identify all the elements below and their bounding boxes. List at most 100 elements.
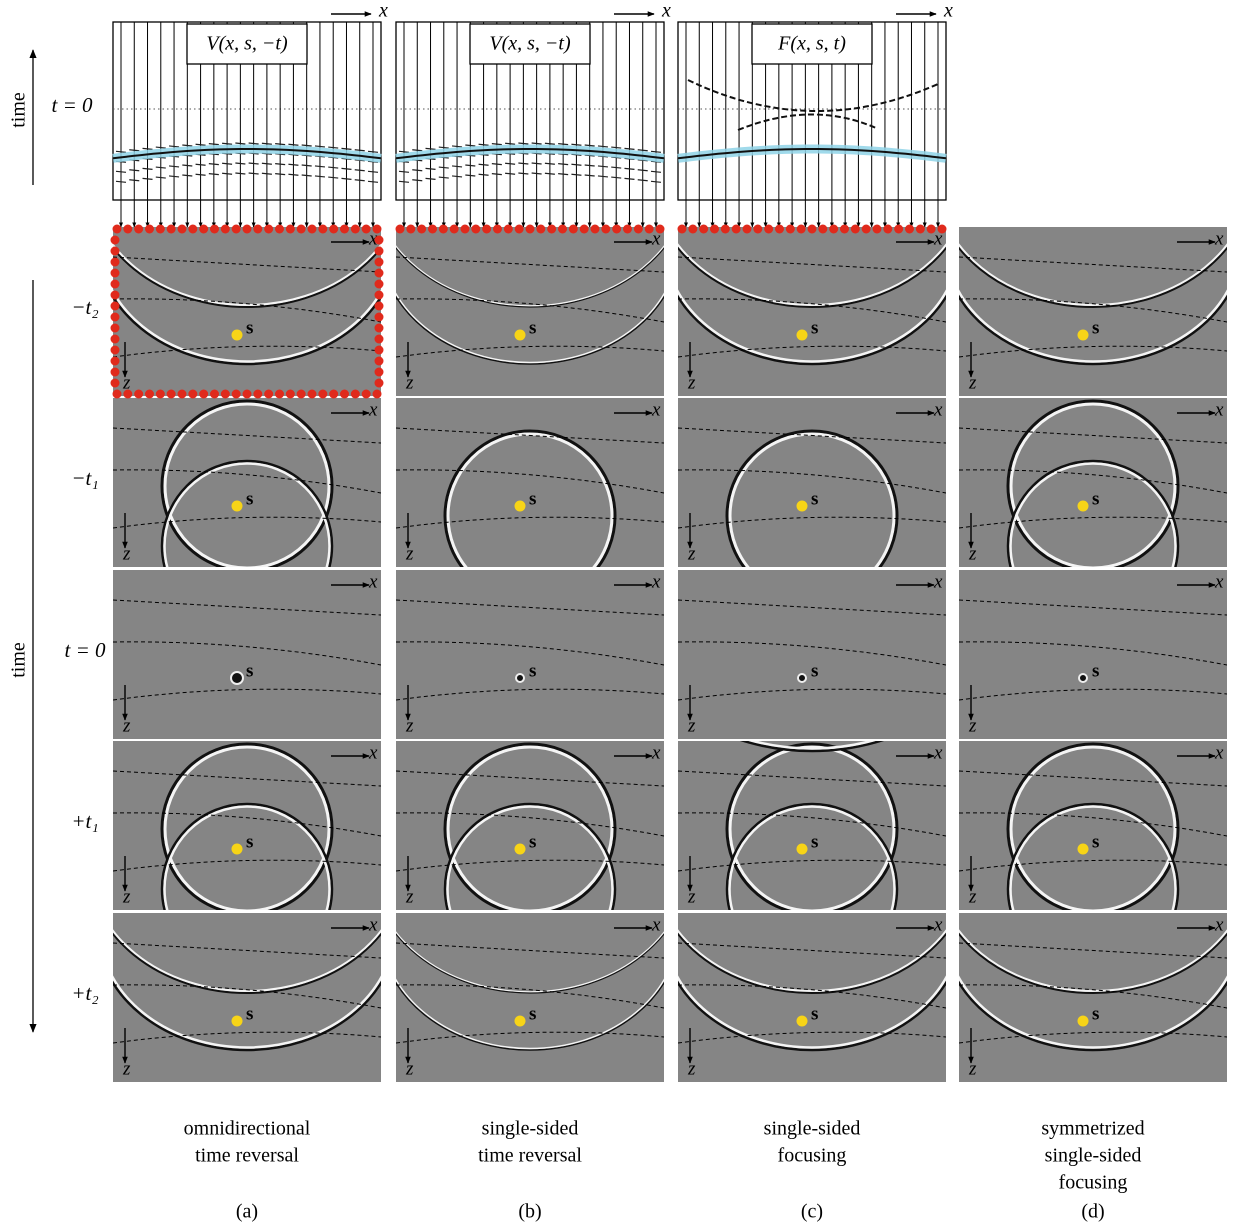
receiver <box>220 224 230 234</box>
wavefront-dark <box>396 933 664 994</box>
snapshot-panel <box>678 913 946 1082</box>
z-label: z <box>687 543 696 564</box>
source-label: s <box>529 317 536 338</box>
source-label: s <box>1092 488 1099 509</box>
wiggle <box>412 149 423 152</box>
source-label: s <box>1092 1003 1099 1024</box>
source <box>1077 843 1089 855</box>
wavefront-light <box>113 929 381 992</box>
interface <box>396 942 664 959</box>
receiver <box>199 389 209 399</box>
x-label: x <box>1214 914 1224 935</box>
caption: single-sided <box>482 1118 579 1140</box>
receiver <box>449 224 459 234</box>
caption: time reversal <box>478 1145 582 1167</box>
receiver <box>134 224 144 234</box>
receiver <box>350 389 360 399</box>
receiver <box>710 224 719 234</box>
source-label: s <box>811 317 818 338</box>
wiggle <box>624 177 635 180</box>
wavefront-light <box>396 931 664 993</box>
wiggle <box>168 145 180 148</box>
receiver <box>417 224 427 234</box>
receiver <box>275 389 284 399</box>
wiggle <box>478 173 489 176</box>
operator-label: F(x, s, t) <box>777 33 846 55</box>
receiver <box>110 334 120 344</box>
wiggle <box>518 172 529 175</box>
receiver <box>677 224 687 234</box>
wiggle <box>505 172 516 175</box>
wiggle <box>584 164 595 167</box>
source <box>796 329 808 341</box>
wavefield <box>959 929 1227 1052</box>
wiggle <box>129 149 140 152</box>
wiggle <box>235 162 246 165</box>
interface <box>396 984 664 1009</box>
wiggle <box>235 172 246 175</box>
receiver <box>406 224 416 234</box>
receiver <box>655 224 665 234</box>
wiggle <box>438 166 449 169</box>
wavefront-light <box>1009 402 1177 567</box>
row-label: t = 0 <box>51 93 93 117</box>
receiver <box>231 224 241 234</box>
wiggle <box>597 175 609 178</box>
wiggle <box>367 170 379 173</box>
interface <box>959 516 1227 529</box>
wavefront-dark <box>160 742 334 910</box>
wavefront-light <box>396 292 664 364</box>
interface <box>113 1031 381 1044</box>
source <box>1077 329 1089 341</box>
wavefront-light <box>396 245 664 307</box>
wiggle <box>168 175 180 178</box>
x-label: x <box>1214 571 1224 592</box>
wavefield <box>113 929 381 1052</box>
snapshot-panel <box>678 741 946 910</box>
snapshot-panel <box>678 227 946 396</box>
receiver <box>188 389 198 399</box>
receiver <box>558 224 567 234</box>
interface <box>959 942 1227 959</box>
wavefront-dark <box>725 742 899 910</box>
receiver <box>318 224 328 234</box>
wiggle <box>505 162 516 165</box>
receiver <box>253 224 263 234</box>
wiggle <box>558 143 569 146</box>
interface <box>678 256 946 273</box>
wavefront-light <box>113 975 381 1049</box>
wiggle <box>425 147 436 150</box>
interface <box>113 256 381 273</box>
receiver <box>231 389 241 399</box>
source <box>231 500 243 512</box>
interface <box>396 345 664 358</box>
interface <box>396 256 664 273</box>
receiver <box>503 224 513 234</box>
receiver <box>471 224 481 234</box>
time-label: time <box>8 642 30 678</box>
wavefront-dark <box>959 980 1227 1052</box>
interface <box>678 1031 946 1044</box>
wiggle <box>115 170 127 173</box>
source-label: s <box>1092 660 1099 681</box>
wiggle <box>558 163 569 166</box>
receiver <box>110 312 120 322</box>
panel-letter: (a) <box>236 1201 258 1223</box>
receiver <box>199 224 209 234</box>
label-box <box>751 23 873 65</box>
wiggle <box>129 169 140 172</box>
receiver <box>374 290 384 300</box>
wiggle <box>301 144 312 147</box>
caption: focusing <box>1059 1172 1128 1194</box>
receiver <box>112 389 122 399</box>
receiver <box>840 224 849 234</box>
wavefield <box>959 742 1227 910</box>
x-label: x <box>651 914 661 935</box>
wavefront-light <box>1009 462 1177 567</box>
snapshot-panel <box>396 227 664 396</box>
wiggle <box>611 146 622 149</box>
source <box>231 329 243 341</box>
wiggle <box>142 167 153 170</box>
wiggle <box>195 143 206 146</box>
receiver <box>374 246 384 256</box>
